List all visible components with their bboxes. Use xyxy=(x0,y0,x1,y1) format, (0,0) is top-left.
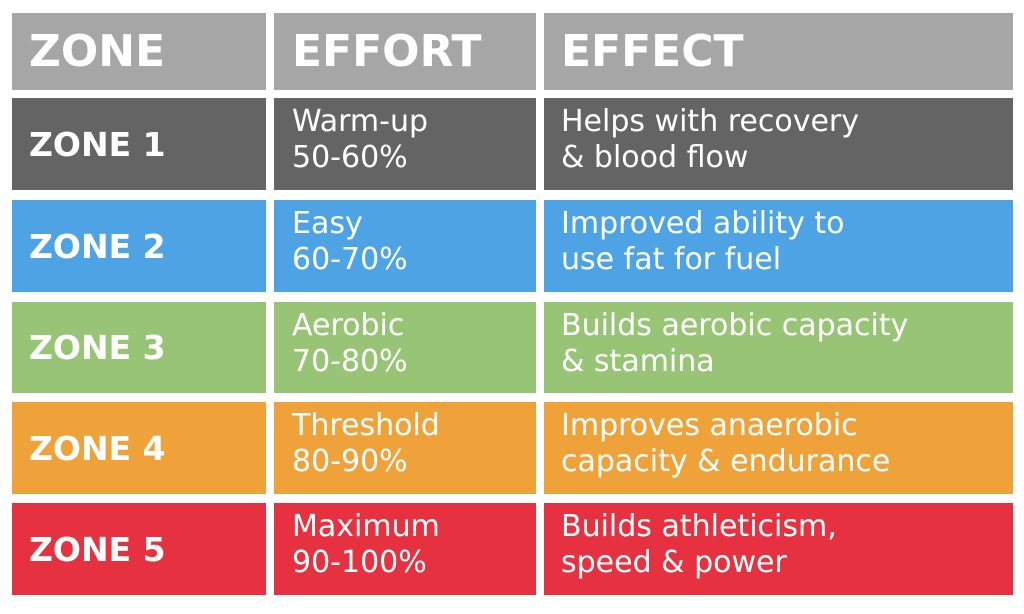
effort-cell: Easy 60-70% xyxy=(274,200,536,292)
effort-name: Aerobic xyxy=(292,308,405,343)
effort-cell: Threshold 80-90% xyxy=(274,402,536,494)
zone-label: ZONE 1 xyxy=(12,98,266,190)
zone-label: ZONE 5 xyxy=(12,503,266,595)
header-effect: EFFECT xyxy=(544,13,1013,90)
effort-range: 70-80% xyxy=(292,344,408,379)
zone-label: ZONE 2 xyxy=(12,200,266,292)
effort-cell: Aerobic 70-80% xyxy=(274,302,536,393)
effort-name: Easy xyxy=(292,206,363,241)
effect-cell: Builds aerobic capacity & stamina xyxy=(544,302,1013,393)
zone-label: ZONE 4 xyxy=(12,402,266,494)
effort-range: 60-70% xyxy=(292,242,408,277)
effort-name: Warm-up xyxy=(292,104,429,139)
effort-name: Maximum xyxy=(292,509,440,544)
effort-cell: Maximum 90-100% xyxy=(274,503,536,595)
header-effort: EFFORT xyxy=(274,13,536,90)
effect-cell: Improved ability to use fat for fuel xyxy=(544,200,1013,292)
effort-range: 80-90% xyxy=(292,444,408,479)
effort-cell: Warm-up 50-60% xyxy=(274,98,536,190)
zone-label: ZONE 3 xyxy=(12,302,266,393)
effect-cell: Builds athleticism, speed & power xyxy=(544,503,1013,595)
effort-range: 90-100% xyxy=(292,545,427,580)
effort-range: 50-60% xyxy=(292,140,408,175)
effect-cell: Helps with recovery & blood flow xyxy=(544,98,1013,190)
effort-name: Threshold xyxy=(292,408,440,443)
header-zone: ZONE xyxy=(12,13,266,90)
effect-cell: Improves anaerobic capacity & endurance xyxy=(544,402,1013,494)
